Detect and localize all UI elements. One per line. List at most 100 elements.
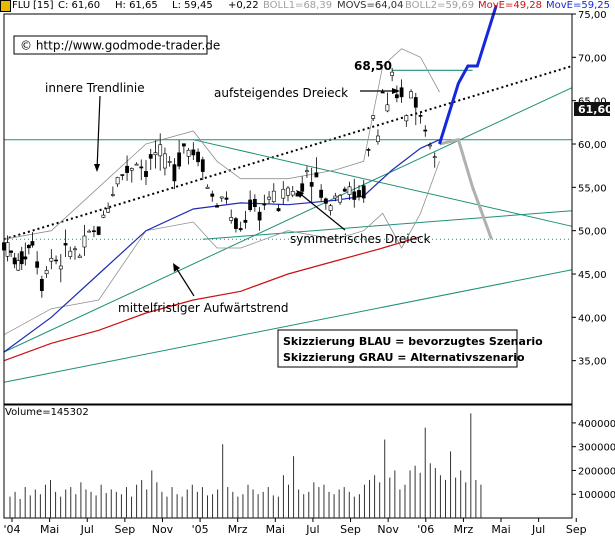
scenario-grey bbox=[439, 137, 493, 240]
candle-body bbox=[215, 205, 219, 208]
candle-body bbox=[252, 198, 257, 208]
header-close: C: 61,60 bbox=[58, 0, 101, 11]
candle-body bbox=[428, 144, 432, 147]
x-tick-label: Mai bbox=[491, 523, 510, 536]
candle-body bbox=[314, 172, 319, 178]
candle-body bbox=[404, 115, 409, 122]
annotation-aufsteigendes-dreieck: aufsteigendes Dreieck bbox=[214, 86, 348, 100]
candle-body bbox=[92, 230, 96, 233]
candle-body bbox=[196, 151, 200, 163]
candle-body bbox=[210, 193, 215, 197]
candle-body bbox=[219, 196, 224, 199]
trendline-midterm-lower bbox=[3, 269, 573, 383]
volume-tick-label: 200000 bbox=[578, 466, 615, 477]
header-change: +0,22 bbox=[228, 0, 259, 11]
arrow-innere bbox=[96, 95, 101, 171]
candle-body bbox=[276, 208, 281, 212]
y-tick-label: 50,00 bbox=[578, 227, 607, 238]
x-tick-label: Jul bbox=[305, 523, 319, 536]
arrowhead-aufsteigend bbox=[392, 88, 400, 94]
candle-body bbox=[390, 71, 395, 76]
arrowhead-innere bbox=[94, 164, 100, 172]
candle-body bbox=[23, 256, 28, 260]
candle-body bbox=[191, 149, 196, 156]
x-tick-label: '06 bbox=[417, 523, 434, 536]
x-tick-label: Sep bbox=[566, 523, 587, 536]
candle-body bbox=[347, 186, 352, 195]
candle-body bbox=[87, 230, 92, 233]
candle-body bbox=[418, 115, 423, 117]
candle-body bbox=[290, 191, 295, 196]
candle-body bbox=[257, 211, 262, 221]
candle-body bbox=[328, 205, 333, 211]
volume-panel bbox=[9, 413, 482, 518]
annotation-innere-trendlinie: innere Trendlinie bbox=[45, 81, 145, 95]
candle-body bbox=[163, 153, 167, 169]
candle-body bbox=[319, 189, 324, 198]
candle-body bbox=[413, 97, 418, 108]
candle-body bbox=[120, 174, 125, 176]
candle-body bbox=[309, 182, 314, 187]
header-high: H: 61,65 bbox=[115, 0, 158, 11]
candle-body bbox=[380, 91, 385, 94]
legend-blue-text: Skizzierung BLAU = bevorzugtes Szenario bbox=[283, 335, 543, 348]
candle-body bbox=[281, 188, 286, 199]
candle-body bbox=[376, 135, 380, 143]
candle-body bbox=[110, 194, 115, 196]
candle-body bbox=[44, 270, 49, 275]
candle-body bbox=[205, 186, 210, 189]
candle-body bbox=[96, 226, 101, 235]
header-move2: MovE=59,25 bbox=[546, 0, 610, 11]
candle-body bbox=[30, 241, 35, 246]
arrow-symmetrisch bbox=[297, 191, 346, 231]
header-symbol: FLU bbox=[12, 0, 31, 11]
candle-body bbox=[224, 197, 229, 200]
candle-body bbox=[361, 185, 366, 199]
candle-body bbox=[19, 251, 24, 265]
x-tick-label: Mai bbox=[266, 523, 285, 536]
x-tick-label: '05 bbox=[192, 523, 209, 536]
volume-tick-label: 300000 bbox=[578, 443, 615, 454]
trendline-midterm-upper bbox=[3, 87, 573, 353]
candle-body bbox=[148, 154, 153, 159]
copyright-box bbox=[13, 35, 208, 55]
y-tick-label: 45,00 bbox=[578, 270, 607, 281]
legend-grey-text: Skizzierung GRAU = Alternativszenario bbox=[283, 351, 525, 364]
bollinger-lower bbox=[3, 161, 440, 336]
x-tick-label: Nov bbox=[377, 523, 399, 536]
header-boll1: BOLL1=68,39 bbox=[263, 0, 333, 11]
candle-body bbox=[82, 235, 87, 248]
candle-body bbox=[333, 195, 338, 199]
annotation-mittelfristig: mittelfristiger Aufwärtstrend bbox=[118, 301, 289, 315]
candle-body bbox=[432, 156, 437, 159]
candle-body bbox=[248, 199, 253, 211]
scenarios bbox=[438, 4, 498, 240]
x-tick-label: Sep bbox=[340, 523, 361, 536]
candle-body bbox=[338, 195, 342, 203]
candle-body bbox=[73, 248, 77, 251]
volume-tick-label: 400000 bbox=[578, 419, 615, 430]
y-tick-label: 40,00 bbox=[578, 313, 607, 324]
scenario-legend-box bbox=[277, 329, 518, 368]
annotation-peak: 68,50 bbox=[354, 59, 392, 73]
copyright-text: © http://www.godmode-trader.de bbox=[20, 39, 220, 53]
candle-body bbox=[394, 94, 399, 99]
volume-label: Volume=145302 bbox=[5, 407, 89, 418]
candle-body bbox=[101, 214, 106, 218]
axes: 35,0040,0045,0050,0055,0060,0065,0070,00… bbox=[3, 10, 615, 536]
candles bbox=[2, 67, 437, 298]
candle-body bbox=[16, 260, 21, 271]
header-move1: MovE=49,28 bbox=[478, 0, 542, 11]
candle-body bbox=[305, 170, 309, 173]
candle-body bbox=[229, 217, 234, 221]
candle-body bbox=[125, 165, 129, 173]
candle-body bbox=[385, 104, 390, 112]
candle-body bbox=[39, 279, 44, 291]
candle-body bbox=[139, 166, 144, 169]
candle-body bbox=[9, 250, 14, 253]
header-boll2: BOLL2=59,69 bbox=[405, 0, 475, 11]
candle-body bbox=[54, 259, 58, 262]
chart-header: FLU [15] C: 61,60 H: 61,65 L: 59,45 +0,2… bbox=[0, 0, 615, 13]
x-tick-label: '04 bbox=[3, 523, 20, 536]
